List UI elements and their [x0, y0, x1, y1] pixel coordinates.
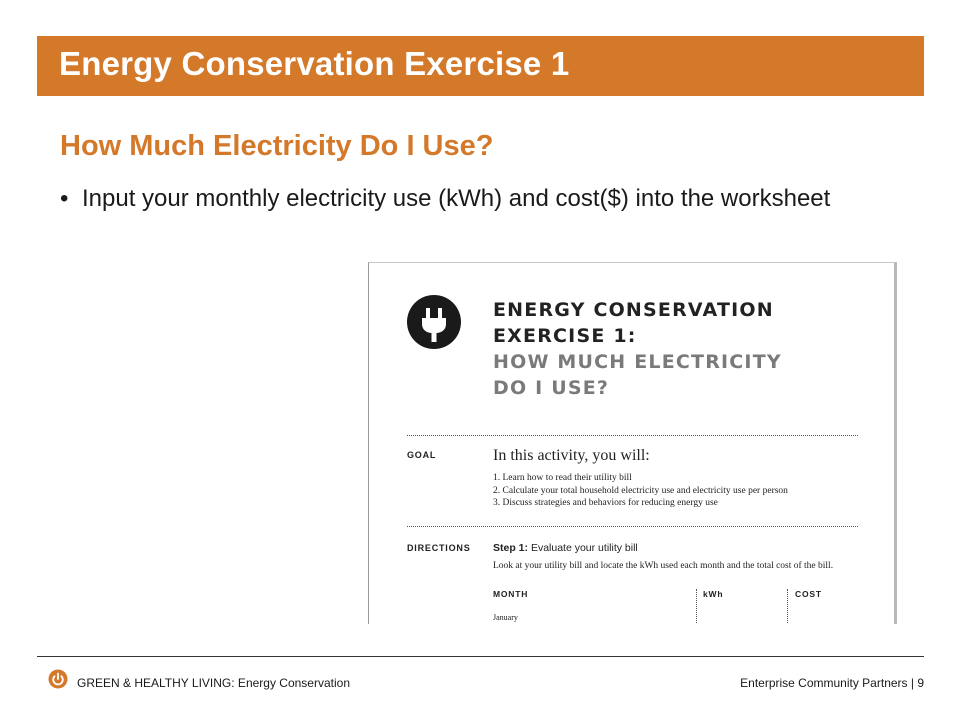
worksheet-image: ENERGY CONSERVATION EXERCISE 1: HOW MUCH… — [368, 262, 897, 624]
step-heading: Step 1: Evaluate your utility bill — [493, 542, 638, 554]
column-header-month: MONTH — [493, 589, 529, 599]
bullet-text: Input your monthly electricity use (kWh)… — [82, 185, 831, 212]
bullet-item: • Input your monthly electricity use (kW… — [60, 183, 840, 215]
bullet-dot: • — [60, 185, 69, 212]
divider — [407, 435, 858, 436]
step-text: Evaluate your utility bill — [530, 542, 638, 554]
column-divider — [696, 589, 697, 624]
directions-label: DIRECTIONS — [407, 543, 471, 553]
footer-divider — [37, 656, 924, 657]
goal-item: 3. Discuss strategies and behaviors for … — [493, 498, 718, 508]
divider — [407, 526, 858, 527]
worksheet-heading-line2: EXERCISE 1: — [493, 325, 637, 347]
column-header-kwh: kWh — [703, 589, 724, 599]
worksheet-heading-line1: ENERGY CONSERVATION — [493, 299, 774, 321]
title-bar: Energy Conservation Exercise 1 — [37, 36, 924, 96]
goal-item: 1. Learn how to read their utility bill — [493, 473, 632, 483]
month-cell: January — [493, 613, 518, 622]
goal-item: 2. Calculate your total household electr… — [493, 485, 788, 496]
power-icon — [48, 669, 68, 689]
footer-org-page: Enterprise Community Partners | 9 — [740, 676, 924, 690]
step-description: Look at your utility bill and locate the… — [493, 561, 834, 571]
plug-icon — [407, 295, 461, 349]
step-title: Step 1: — [493, 542, 529, 554]
column-header-cost: COST — [795, 589, 822, 599]
column-divider — [787, 589, 788, 624]
goal-list: 1. Learn how to read their utility bill … — [493, 472, 788, 510]
worksheet-heading-line4: DO I USE? — [493, 377, 610, 399]
worksheet-heading: ENERGY CONSERVATION EXERCISE 1: HOW MUCH… — [493, 297, 782, 401]
goal-intro: In this activity, you will: — [493, 447, 650, 464]
slide-title: Energy Conservation Exercise 1 — [59, 45, 570, 82]
footer-course-title: GREEN & HEALTHY LIVING: Energy Conservat… — [77, 676, 350, 690]
slide-subtitle: How Much Electricity Do I Use? — [60, 130, 494, 162]
goal-label: GOAL — [407, 450, 437, 460]
worksheet-heading-line3: HOW MUCH ELECTRICITY — [493, 351, 782, 373]
